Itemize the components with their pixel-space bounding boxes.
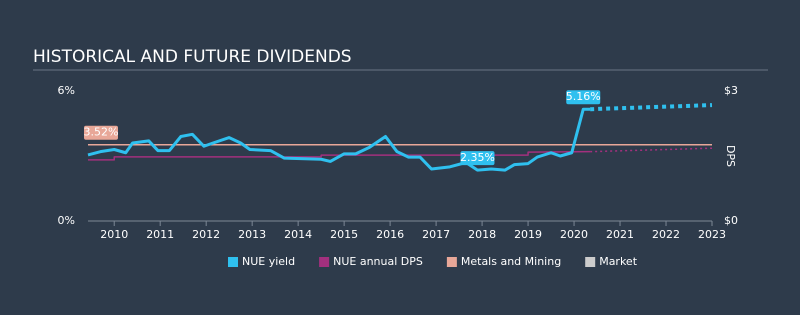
annotation-label: 5.16% [566,90,601,103]
x-tick-label: 2014 [284,228,312,241]
legend-label: Market [599,255,637,268]
legend-label: Metals and Mining [461,255,561,268]
x-tick-label: 2010 [100,228,128,241]
series-line [88,150,591,161]
y2-tick-label: $0 [724,214,738,227]
annotation-box [566,90,601,105]
x-tick-label: 2012 [192,228,220,241]
x-tick-label: 2016 [376,228,404,241]
x-tick-label: 2013 [238,228,266,241]
x-tick-label: 2022 [652,228,680,241]
legend-swatch [446,257,457,267]
annotation-label: 3.52% [84,126,119,139]
x-tick-label: 2021 [606,228,634,241]
x-tick-label: 2023 [698,228,726,241]
y2-tick-label: $3 [724,84,738,97]
legend-swatch [228,257,238,267]
y-tick-label: 0% [58,214,75,227]
legend-label: NUE yield [242,255,295,268]
forecast-line [590,147,713,153]
x-tick-label: 2015 [330,228,358,241]
legend-swatch [585,257,596,267]
legend-swatch [319,257,330,267]
chart-title: HISTORICAL AND FUTURE DIVIDENDS [33,47,352,67]
annotation-box [460,151,495,166]
annotation-box [84,125,118,140]
annotation-label: 2.35% [460,151,495,164]
x-tick-label: 2019 [514,228,542,241]
y-tick-label: 6% [58,84,75,97]
x-tick-label: 2020 [560,228,588,241]
x-tick-label: 2018 [468,228,496,241]
legend-label: NUE annual DPS [333,255,423,268]
y2-axis-label: DPS [724,145,737,167]
x-tick-label: 2011 [146,228,174,241]
series-line [87,107,591,172]
x-tick-label: 2017 [422,228,450,241]
